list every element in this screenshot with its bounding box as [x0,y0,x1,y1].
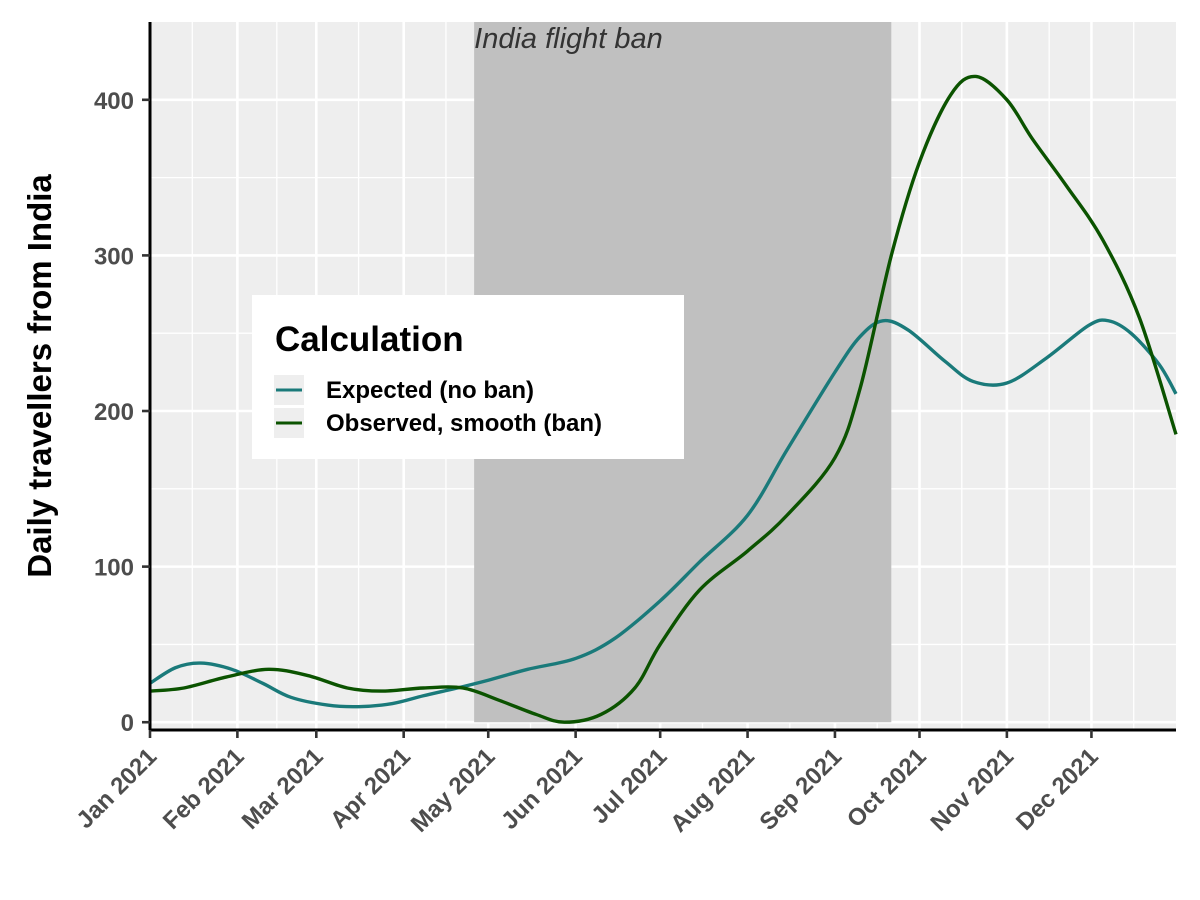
legend-box [252,295,684,459]
x-tick-label: May 2021 [406,743,501,838]
x-tick-label: Aug 2021 [665,743,760,838]
x-tick-label: Jun 2021 [496,743,588,835]
y-axis-ticks: 0 100 200 300 400 [94,88,150,737]
legend: Calculation Expected (no ban) Observed, … [252,295,684,459]
x-tick-label: Oct 2021 [842,743,932,833]
x-tick-label: Feb 2021 [158,743,250,835]
x-tick-label: Sep 2021 [754,743,847,836]
x-tick-label: Apr 2021 [325,743,416,834]
x-tick-label: Mar 2021 [237,743,329,835]
y-tick-label: 200 [94,399,134,426]
x-tick-label: Dec 2021 [1011,743,1104,836]
y-tick-label: 100 [94,555,134,582]
x-tick-label: Nov 2021 [925,743,1019,837]
legend-title: Calculation [275,320,464,359]
y-axis-title: Daily travellers from India [21,174,58,578]
y-tick-label: 0 [121,710,134,737]
series-lines [149,74,1178,724]
legend-label-observed: Observed, smooth (ban) [326,410,602,437]
x-tick-label: Jan 2021 [71,743,162,834]
y-tick-label: 300 [94,243,134,270]
legend-label-expected: Expected (no ban) [326,377,534,404]
series-line-1 [149,74,1178,724]
x-tick-label: Jul 2021 [586,743,672,829]
y-tick-label: 400 [94,88,134,115]
flight-ban-annotation: India flight ban [474,23,663,55]
series-line-0 [149,318,1178,709]
